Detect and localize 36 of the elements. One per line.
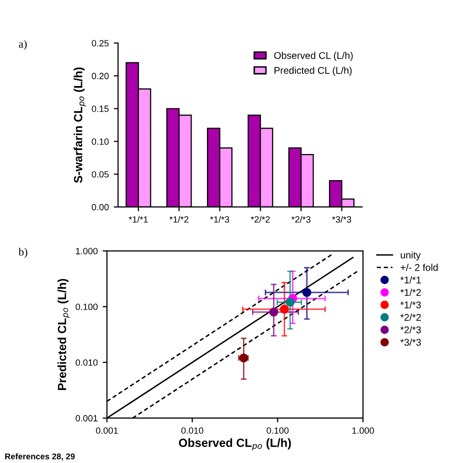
legend-label: *1/*3	[400, 301, 421, 308]
x-tick-label: *1/*2	[169, 216, 188, 223]
y-tick-label: 0.20	[92, 72, 109, 80]
text: a)	[18, 40, 27, 50]
legend-label: Predicted CL (L/h)	[274, 66, 352, 76]
legend-label: *2/*2	[400, 314, 421, 321]
legend-label: *1/*1	[400, 276, 421, 284]
legend-label: *1/*2	[400, 288, 421, 296]
x-tick-label: 0.010	[181, 427, 204, 434]
y-axis-title: Predicted CL$_{po}$ (L/h)	[58, 278, 70, 390]
x-tick-label: 0.100	[266, 427, 289, 434]
y-tick-label: 0.25	[92, 40, 109, 46]
legend-label: *3/*3	[400, 338, 421, 346]
x-tick-label: 1.000	[352, 427, 374, 434]
legend-label: +/- 2 fold	[400, 264, 438, 271]
x-tick-label: *1/*1	[128, 216, 148, 223]
x-tick-label: *2/*3	[291, 216, 310, 223]
y-tick-label: 1.000	[76, 248, 98, 254]
x-tick-label: 0.001	[96, 427, 118, 434]
legend-label: Observed CL (L/h)	[274, 52, 353, 61]
y-tick-label: 0.010	[76, 359, 98, 366]
x-axis-title: Observed CL$_{po}$ (L/h)	[178, 438, 291, 451]
y-tick-label: 0.001	[76, 415, 98, 422]
legend-label: *2/*3	[400, 326, 421, 334]
y-tick-label: 0.00	[92, 204, 109, 210]
text: b)	[18, 248, 28, 258]
x-tick-label: *3/*3	[332, 216, 352, 223]
x-tick-label: *2/*2	[250, 216, 270, 223]
y-tick-label: 0.05	[92, 171, 109, 178]
y-tick-label: 0.15	[92, 106, 109, 112]
y-tick-label: 0.100	[76, 304, 98, 310]
legend-label: unity	[400, 251, 421, 260]
x-tick-label: *1/*3	[210, 216, 230, 223]
text: References 28, 29	[5, 453, 75, 461]
y-tick-label: 0.10	[92, 138, 109, 145]
y-axis-title: S-warfarin CL$_{po}$ (L/h)	[74, 67, 86, 183]
